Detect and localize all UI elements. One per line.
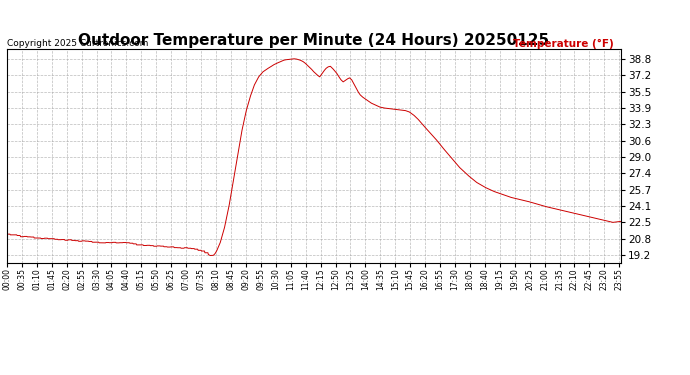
Title: Outdoor Temperature per Minute (24 Hours) 20250125: Outdoor Temperature per Minute (24 Hours… xyxy=(79,33,549,48)
Text: Copyright 2025 Curtronics.com: Copyright 2025 Curtronics.com xyxy=(7,39,148,48)
Text: Temperature (°F): Temperature (°F) xyxy=(513,39,614,50)
